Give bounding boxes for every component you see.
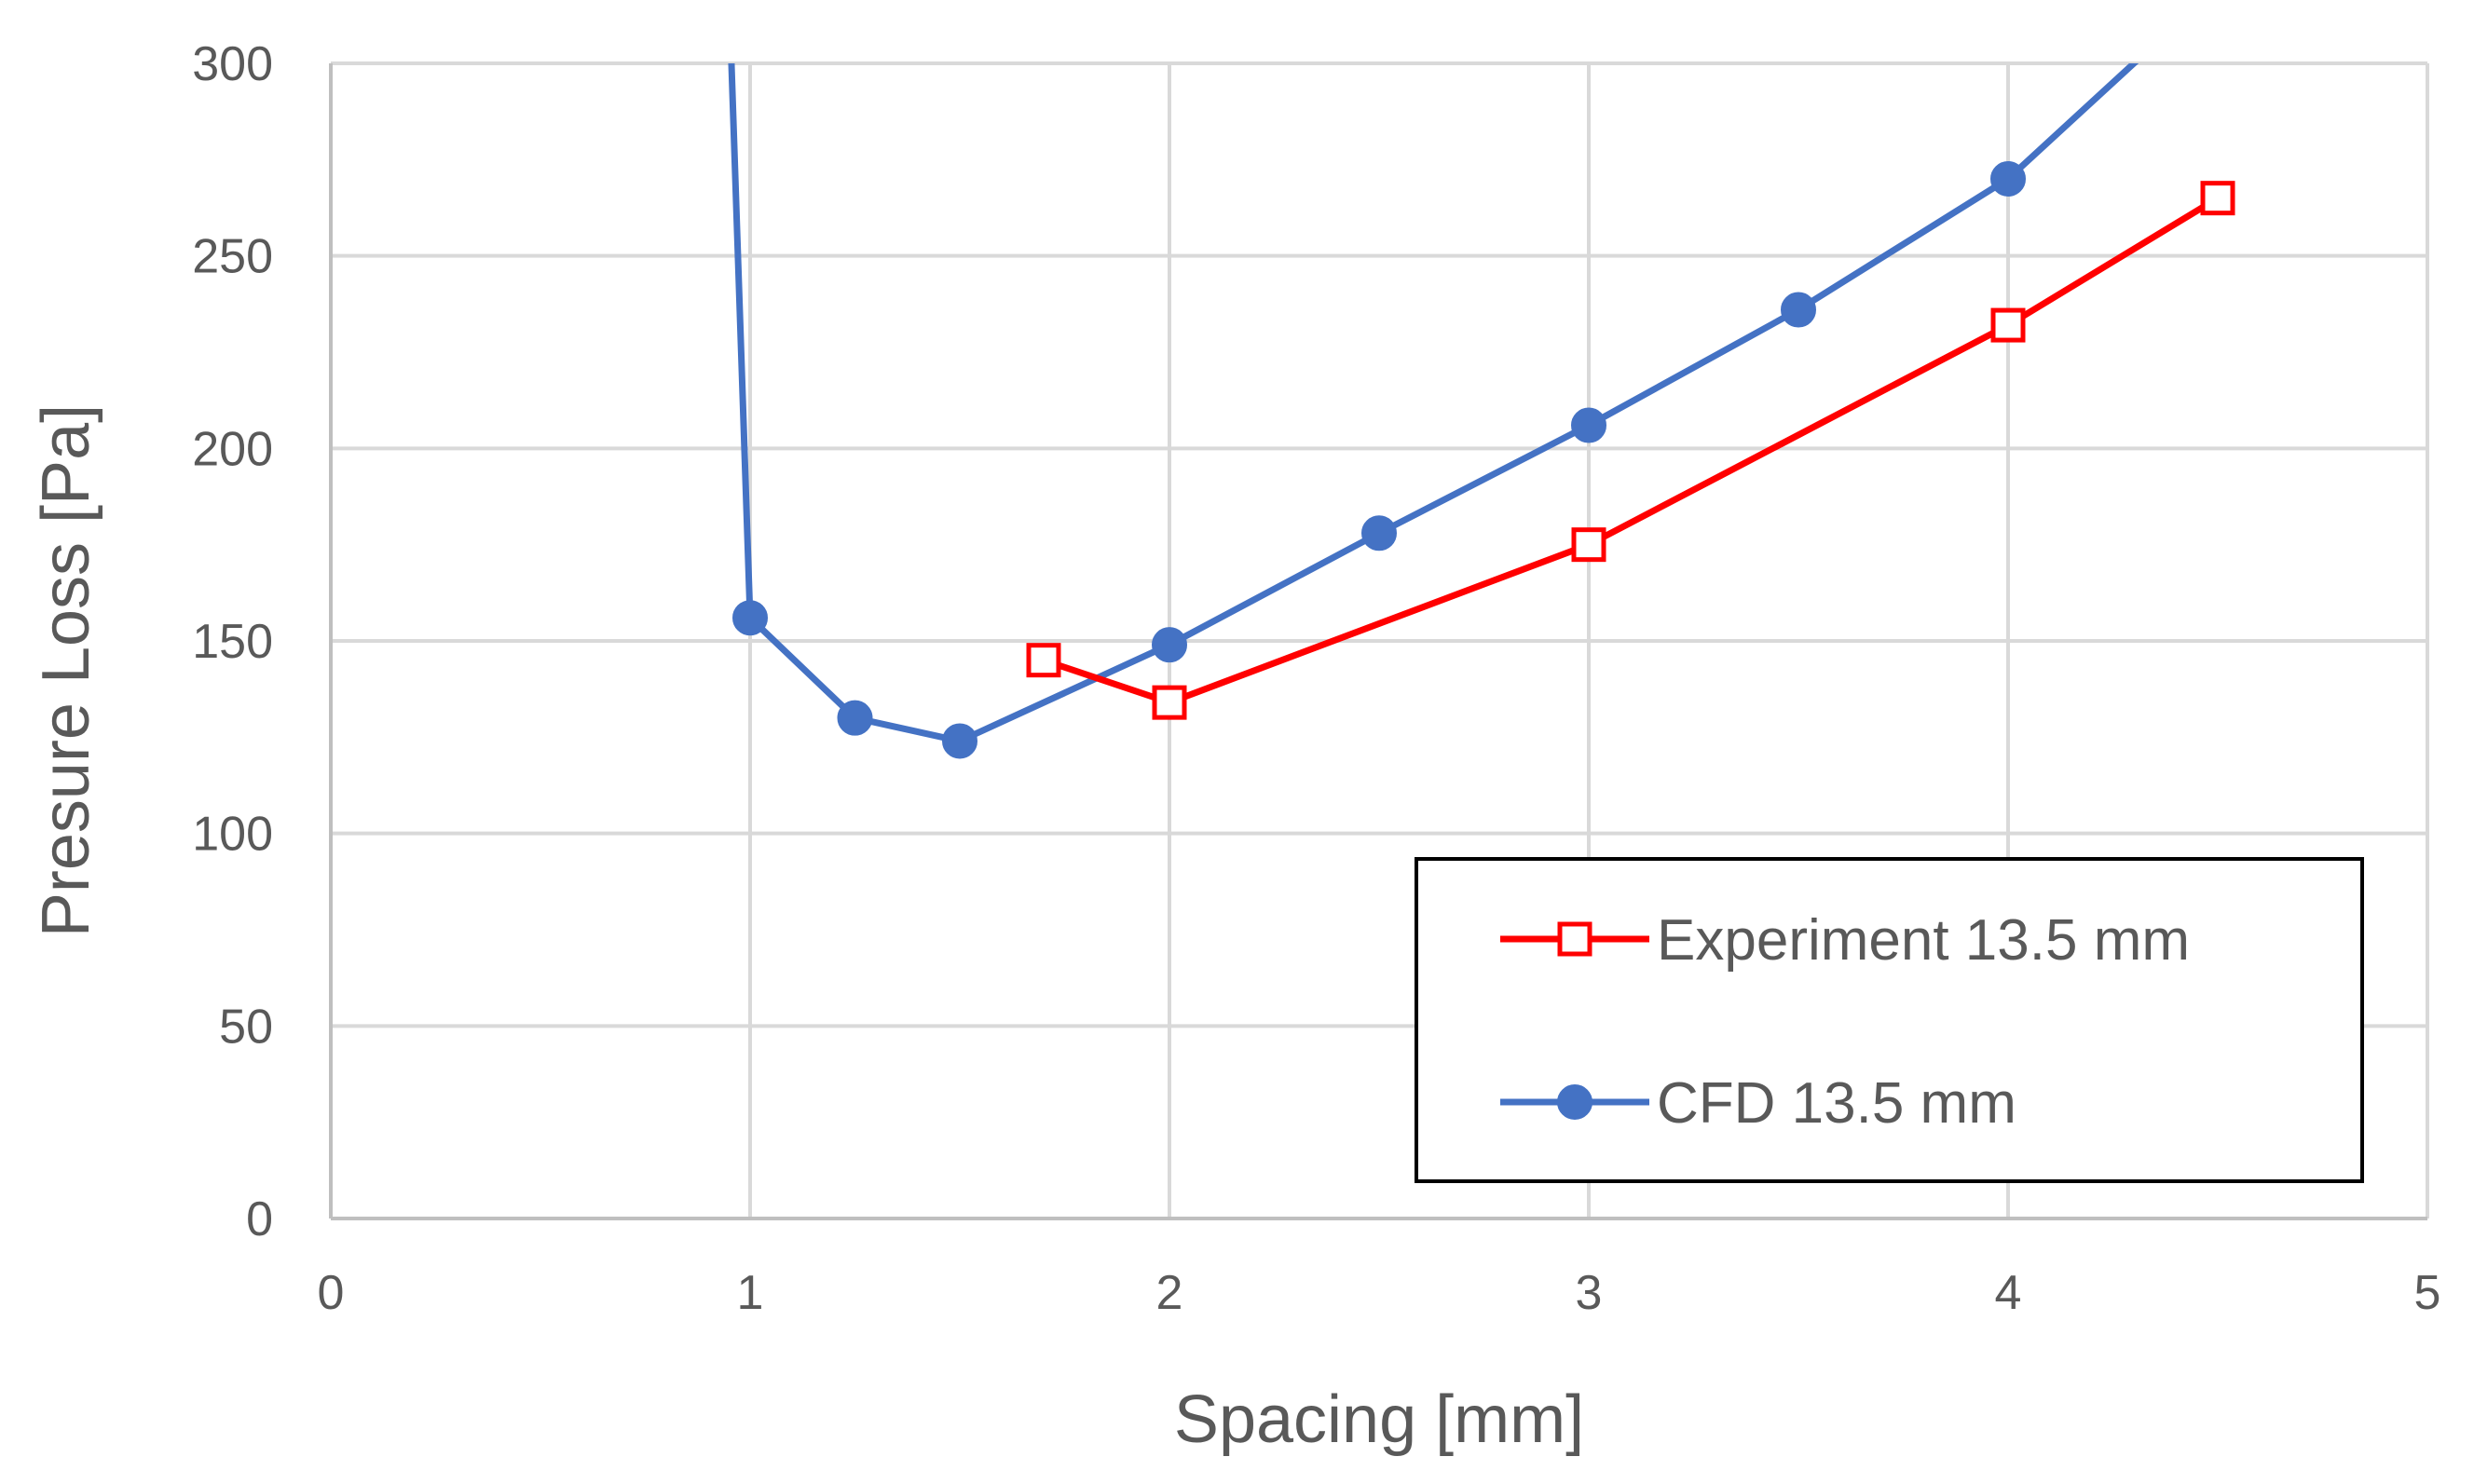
legend-label-cfd-13-5-mm: CFD 13.5 mm	[1657, 1071, 2016, 1136]
x-tick-label: 3	[1576, 1266, 1603, 1320]
legend-marker-experiment-13-5-mm	[1557, 921, 1592, 957]
x-tick-label: 2	[1156, 1266, 1183, 1320]
y-tick-label: 300	[192, 37, 273, 91]
experiment-13-5-mm-line	[1042, 195, 2220, 706]
cfd-13-5-mm-point	[1361, 515, 1397, 551]
x-tick-label: 1	[737, 1266, 764, 1320]
y-tick-label: 150	[192, 615, 273, 669]
x-tick-label: 0	[318, 1266, 345, 1320]
tick-labels: 0 50 100 150 200 250 300 0 1 2 3 4 5	[192, 37, 2440, 1320]
experiment-13-5-mm-point	[1026, 643, 1061, 678]
experiment-13-5-mm-point	[2200, 181, 2235, 216]
x-axis-title: Spacing [mm]	[1174, 1382, 1584, 1457]
axes	[329, 63, 2427, 1220]
cfd-13-5-mm-point	[1571, 407, 1606, 443]
y-axis-title: Presure Loss [Pa]	[29, 404, 103, 937]
cfd-13-5-mm-point	[1990, 161, 2026, 197]
cfd-13-5-mm-line	[728, 63, 2139, 744]
legend: Experiment 13.5 mm CFD 13.5 mm	[1415, 857, 2364, 1183]
cfd-13-5-mm-point	[732, 600, 768, 636]
legend-label-experiment-13-5-mm: Experiment 13.5 mm	[1657, 908, 2190, 973]
legend-box	[1415, 857, 2364, 1183]
legend-marker-cfd-13-5-mm	[1557, 1084, 1592, 1120]
y-tick-label: 200	[192, 422, 273, 476]
cfd-13-5-mm-point	[942, 723, 977, 759]
cfd-13-5-mm-point	[837, 700, 873, 736]
experiment-13-5-mm-point	[1152, 685, 1187, 720]
experiment-13-5-mm-point	[1990, 307, 2026, 343]
y-tick-label: 250	[192, 230, 273, 284]
plot-markers	[732, 161, 2235, 759]
y-tick-label: 100	[192, 808, 273, 862]
x-tick-label: 5	[2414, 1266, 2441, 1320]
cfd-13-5-mm-point	[1781, 292, 1816, 328]
y-tick-label: 0	[246, 1192, 273, 1246]
experiment-13-5-mm-point	[1571, 527, 1606, 563]
y-tick-label: 50	[219, 1000, 273, 1054]
x-tick-label: 4	[1995, 1266, 2022, 1320]
cfd-13-5-mm-point	[1152, 627, 1187, 663]
plot-series	[728, 63, 2220, 744]
